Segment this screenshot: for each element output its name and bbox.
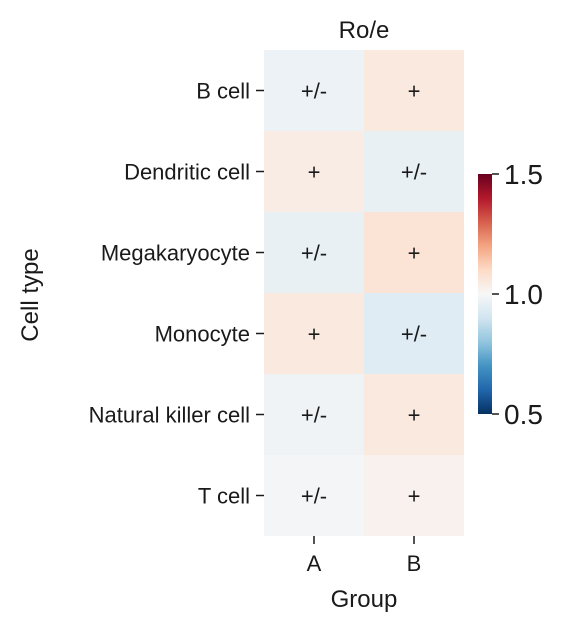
cell-annotation: + <box>408 241 421 266</box>
heatmap-cell <box>264 293 364 374</box>
cell-annotation: +/- <box>301 79 327 104</box>
cell-annotation: + <box>308 160 321 185</box>
heatmap-cell <box>264 212 364 293</box>
cell-annotation: + <box>408 403 421 428</box>
cell-annotation: + <box>408 79 421 104</box>
heatmap-cell <box>364 212 464 293</box>
y-tick-label: Dendritic cell <box>124 160 250 185</box>
heatmap-cell <box>364 293 464 374</box>
cell-annotation: + <box>408 484 421 509</box>
y-axis: B cell Dendritic cell Megakaryocyte Monocyt… <box>89 79 264 509</box>
colorbar-tick-label: 0.5 <box>504 399 543 430</box>
cell-annotation: +/- <box>301 484 327 509</box>
colorbar-gradient <box>478 174 492 414</box>
colorbar-tick-label: 1.5 <box>504 159 543 190</box>
y-tick-label: Natural killer cell <box>89 403 250 428</box>
y-tick-label: Monocyte <box>155 322 250 347</box>
y-tick-label: B cell <box>196 79 250 104</box>
y-tick-label: Megakaryocyte <box>101 241 250 266</box>
heatmap-cell <box>364 455 464 536</box>
cell-annotation: + <box>308 322 321 347</box>
x-tick-label: B <box>407 551 422 576</box>
y-tick-label: T cell <box>198 484 250 509</box>
heatmap-cell <box>264 50 364 131</box>
colorbar: 0.5 1.0 1.5 <box>478 159 543 430</box>
heatmap-cell <box>264 374 364 455</box>
chart-title: Ro/e <box>339 17 390 44</box>
x-axis-label: Group <box>331 586 398 613</box>
cell-annotation: +/- <box>401 322 427 347</box>
heatmap-cell <box>364 50 464 131</box>
heatmap-cell <box>364 374 464 455</box>
heatmap-cell <box>364 131 464 212</box>
heatmap-cells: +/- + + +/- +/- + + +/- +/- + +/- + <box>264 50 464 536</box>
x-tick-label: A <box>307 551 322 576</box>
cell-annotation: +/- <box>401 160 427 185</box>
heatmap-cell <box>264 455 364 536</box>
cell-annotation: +/- <box>301 403 327 428</box>
colorbar-tick-label: 1.0 <box>504 279 543 310</box>
cell-annotation: +/- <box>301 241 327 266</box>
y-axis-label: Cell type <box>17 248 44 341</box>
heatmap-cell <box>264 131 364 212</box>
